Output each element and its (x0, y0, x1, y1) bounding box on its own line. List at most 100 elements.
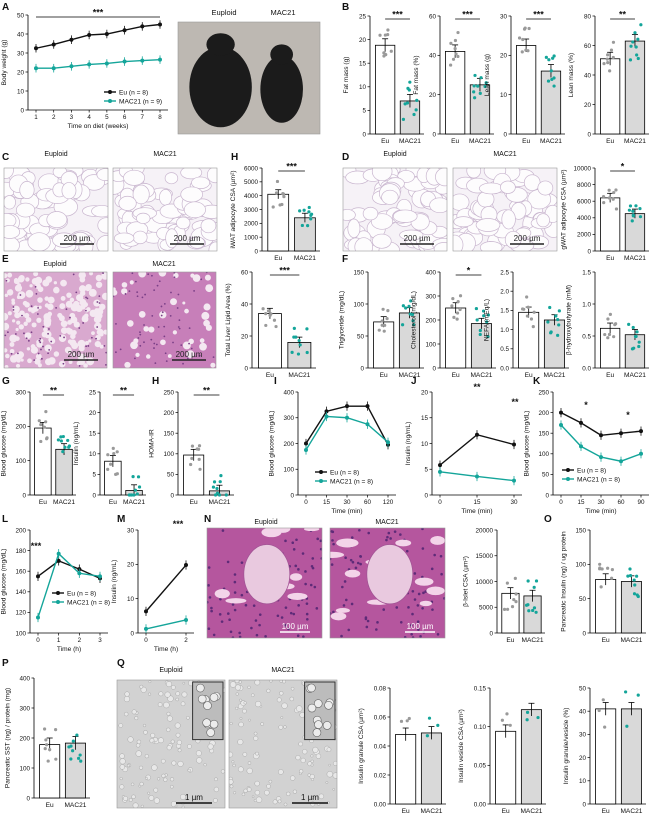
nucleus (19, 294, 22, 296)
y-tick-label: 0 (432, 131, 436, 138)
data-point (386, 28, 390, 32)
significance-label: *** (286, 162, 297, 172)
granule (229, 681, 237, 688)
y-tick-label: 300 (15, 389, 26, 396)
y-axis-label: Insulin (ng/mL) (111, 560, 118, 604)
granule (186, 715, 190, 720)
data-point (79, 759, 83, 763)
nucleus (356, 561, 360, 565)
data-point (628, 204, 633, 208)
photo-label: Euploid (43, 261, 66, 268)
bar-mac21 (620, 708, 642, 805)
granule (163, 777, 168, 782)
legend-marker (319, 479, 323, 483)
granule (254, 780, 260, 787)
y-tick-label: 0 (545, 492, 549, 499)
significance-label: ** (511, 397, 519, 407)
data-point (505, 581, 509, 585)
data-point (77, 571, 82, 576)
nucleus (198, 354, 201, 357)
data-point (140, 24, 145, 29)
y-tick-label: 10000 (573, 165, 591, 172)
nucleus (153, 289, 156, 292)
granule (169, 777, 175, 782)
lipid-droplet (84, 341, 89, 345)
granule (165, 681, 173, 688)
data-point (401, 117, 406, 121)
duct (335, 607, 350, 613)
data-point (158, 57, 162, 62)
y-axis-label: NEFA (mEq/L) (484, 299, 491, 341)
granule (213, 786, 220, 793)
lipid-droplet (95, 281, 103, 288)
nucleus (330, 563, 334, 566)
data-point (603, 332, 607, 337)
y-tick-label: 0 (360, 365, 364, 372)
x-tick-label: Eu (506, 637, 514, 644)
y-tick-label: 20 (429, 92, 437, 99)
nucleus (250, 626, 253, 630)
significance-label: ** (473, 382, 481, 392)
y-tick-label: 60 (429, 13, 437, 20)
bar-mac21 (624, 213, 646, 252)
granule (130, 782, 135, 787)
y-tick-label: 120 (15, 610, 26, 617)
y-tick-label: 400 (283, 389, 294, 396)
nucleus (439, 554, 443, 558)
y-tick-label: 1.5 (582, 269, 591, 276)
data-point (264, 323, 268, 328)
nucleus (344, 556, 347, 560)
nucleus (35, 292, 38, 295)
photo-label: MAC21 (375, 519, 398, 526)
significance-label: ** (203, 386, 211, 396)
mouse-mac21-head (270, 44, 294, 65)
granule (247, 761, 252, 765)
panel-letter-h: H (152, 376, 159, 387)
y-tick-label: 100 (19, 765, 30, 772)
granule (175, 732, 181, 738)
lipid-droplet (83, 363, 88, 368)
y-tick-label: 400 (19, 675, 30, 682)
adipocyte (176, 216, 191, 230)
granule (139, 781, 144, 787)
data-point (403, 102, 407, 106)
x-tick-label: Eu (46, 802, 54, 809)
nucleus (128, 290, 131, 293)
nucleus (233, 591, 237, 594)
adipocyte (392, 209, 418, 223)
granule (119, 784, 125, 790)
data-point (628, 58, 633, 62)
photo-frame (329, 527, 446, 639)
lipid-droplet (78, 272, 86, 279)
data-point (634, 45, 638, 49)
lipid-droplet (44, 296, 49, 301)
data-point (532, 606, 537, 610)
adipocyte (500, 180, 516, 194)
y-tick-label: 200 (15, 527, 26, 534)
x-tick-label: Eu (109, 499, 117, 506)
granule (229, 779, 234, 785)
data-point (438, 463, 442, 468)
significance-label: *** (462, 10, 473, 20)
adipocyte (96, 235, 108, 251)
y-tick-label: 1.0 (582, 301, 591, 308)
mouse-euploid-head (206, 33, 235, 56)
data-point (637, 344, 641, 349)
granule (231, 760, 235, 764)
x-axis-label: Time on diet (weeks) (68, 123, 129, 130)
nucleus (399, 620, 403, 624)
nucleus (143, 341, 145, 344)
data-point (132, 493, 136, 497)
y-tick-label: 0 (130, 630, 134, 637)
granule (239, 717, 243, 720)
nucleus (139, 333, 142, 336)
data-point (63, 445, 67, 449)
granule (150, 732, 156, 738)
data-point (579, 444, 583, 449)
lipid-droplet (167, 354, 172, 358)
vesicle (307, 683, 316, 693)
x-tick-label: Eu (380, 372, 388, 379)
data-point (634, 204, 638, 208)
nucleus (55, 306, 58, 309)
lipid-droplet (206, 284, 210, 289)
